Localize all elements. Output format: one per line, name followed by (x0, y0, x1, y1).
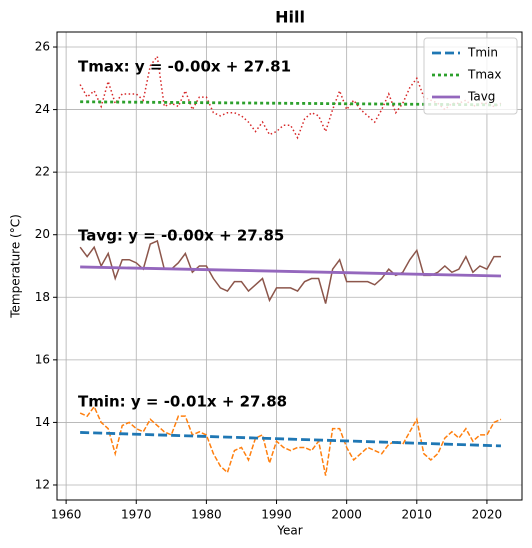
y-tick-label: 12 (35, 477, 50, 491)
legend-label: Tmax (467, 68, 501, 82)
x-tick-label: 1980 (191, 508, 222, 522)
x-tick-label: 1990 (261, 508, 292, 522)
x-tick-label: 2010 (402, 508, 433, 522)
y-tick-label: 16 (35, 352, 50, 366)
x-tick-label: 2000 (331, 508, 362, 522)
annotation: Tmax: y = -0.00x + 27.81 (78, 58, 291, 76)
legend-box (423, 37, 518, 115)
legend-label: Tmin (467, 46, 498, 60)
plot-frame (56, 31, 523, 501)
legend-label: Tavg (467, 90, 495, 104)
data-line (79, 405, 502, 476)
x-tick-label: 1960 (51, 508, 82, 522)
y-tick-label: 22 (35, 165, 50, 179)
y-tick-label: 20 (35, 227, 50, 241)
chart-title: Hill (275, 8, 305, 27)
annotation: Tavg: y = -0.00x + 27.85 (78, 227, 284, 245)
legend: Tmin Tmax Tavg (423, 37, 518, 115)
y-tick-label: 26 (35, 40, 50, 54)
x-tick-label: 1970 (121, 508, 152, 522)
y-axis-label: Temperature (°C) (9, 214, 23, 319)
y-tick-label: 18 (35, 290, 50, 304)
y-tick-label: 14 (35, 415, 50, 429)
y-tick-label: 24 (35, 102, 50, 116)
trend-line (80, 431, 502, 448)
trend-line (80, 265, 501, 278)
x-axis-label: Year (276, 524, 302, 538)
x-tick-label: 2020 (472, 508, 503, 522)
annotation: Tmin: y = -0.01x + 27.88 (78, 393, 287, 411)
